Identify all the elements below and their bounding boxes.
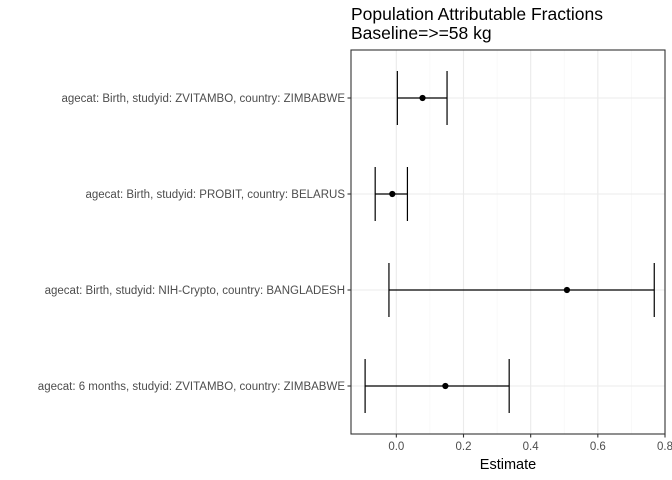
estimate-point — [419, 94, 426, 102]
chart-title-line-2: Baseline=>=58 kg — [351, 23, 492, 43]
estimate-row — [374, 167, 409, 221]
x-axis-label: Estimate — [480, 457, 536, 473]
estimate-point — [563, 286, 571, 294]
x-tick-label: 0.8 — [657, 441, 672, 453]
y-tick-label: agecat: 6 months, studyid: ZVITAMBO, cou… — [38, 381, 346, 393]
estimate-row — [396, 71, 448, 125]
y-tick-label: agecat: Birth, studyid: ZVITAMBO, countr… — [61, 93, 345, 105]
data-marks — [364, 71, 655, 413]
y-tick-label: agecat: Birth, studyid: NIH-Crypto, coun… — [45, 285, 345, 297]
plot-panel-border — [350, 49, 666, 435]
estimate-row — [388, 263, 655, 317]
plot-panel — [351, 50, 665, 434]
y-tick-label: agecat: Birth, studyid: PROBIT, country:… — [86, 189, 346, 201]
x-tick-label: 0.0 — [388, 441, 404, 453]
x-tick-label: 0.6 — [590, 441, 606, 453]
estimate-row — [364, 359, 510, 413]
estimate-point — [442, 382, 449, 390]
x-tick-label: 0.4 — [523, 441, 540, 453]
chart-title-line-1: Population Attributable Fractions — [351, 4, 603, 24]
x-axis: 0.0 0.2 0.4 0.6 0.8 — [388, 434, 672, 453]
y-axis: agecat: Birth, studyid: ZVITAMBO, countr… — [38, 93, 351, 393]
estimate-point — [389, 190, 396, 198]
x-tick-label: 0.2 — [456, 441, 472, 453]
